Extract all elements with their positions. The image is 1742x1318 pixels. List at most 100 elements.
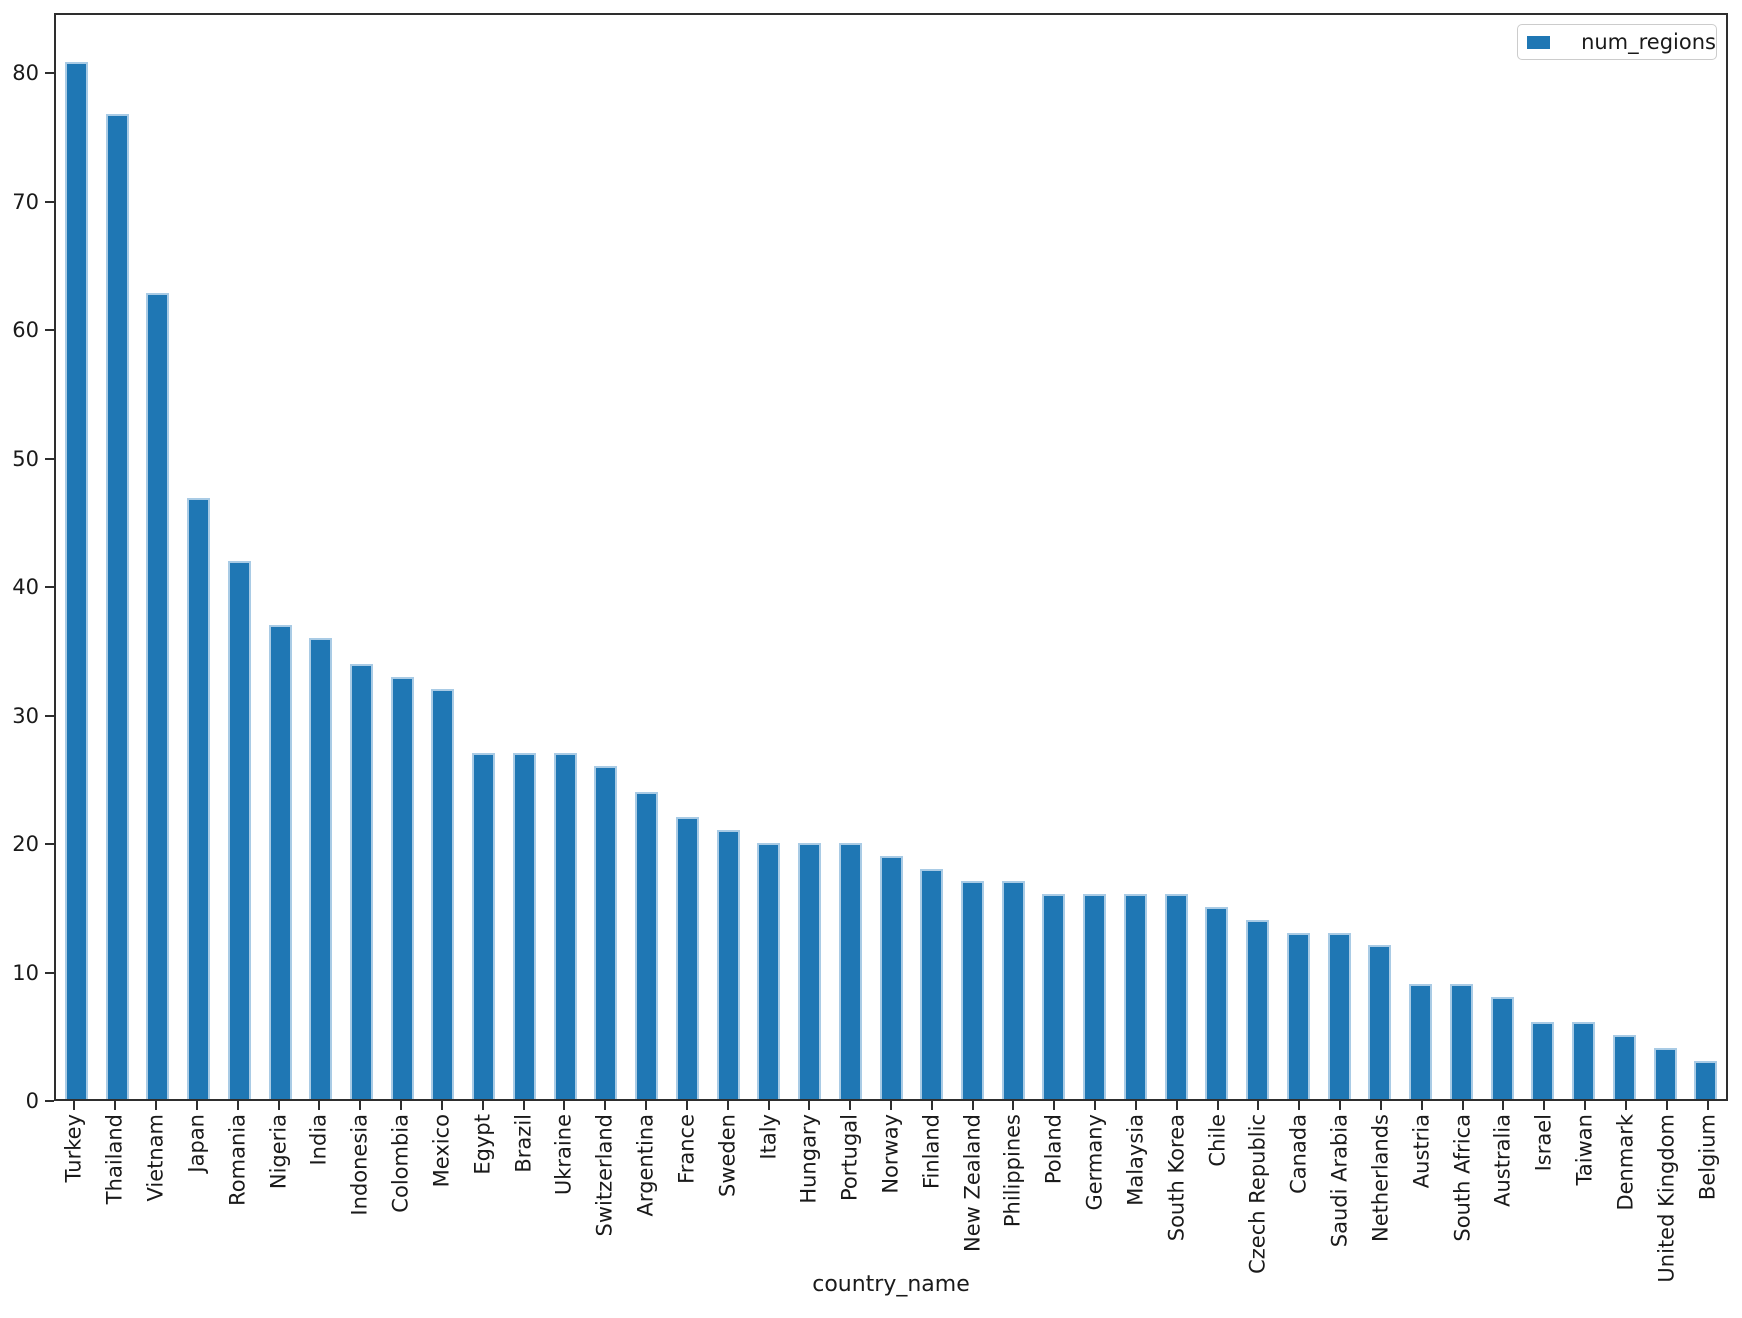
legend: num_regions	[1517, 24, 1717, 60]
x-tick-label: Norway	[878, 1114, 903, 1194]
bar-slot	[1482, 15, 1523, 1099]
x-tick-mark	[195, 1101, 198, 1110]
y-tick-label: 30	[12, 703, 39, 728]
x-tick-label: Switzerland	[592, 1114, 617, 1237]
x-tick-label: Australia	[1490, 1114, 1515, 1207]
bar-slot	[260, 15, 301, 1099]
x-tick-mark	[1665, 1101, 1668, 1110]
x-tick-mark	[277, 1101, 280, 1110]
x-tick-label: Taiwan	[1572, 1114, 1597, 1186]
x-tick-mark	[685, 1101, 688, 1110]
bar-slot	[1604, 15, 1645, 1099]
y-tick-mark	[45, 72, 54, 75]
bar-slot	[219, 15, 260, 1099]
x-tick-mark	[726, 1101, 729, 1110]
bar	[961, 881, 985, 1099]
x-tick-label: Belgium	[1695, 1114, 1720, 1201]
bar	[798, 843, 822, 1099]
x-tick-label: Romania	[225, 1114, 250, 1206]
bar-slot	[586, 15, 627, 1099]
x-tick-mark	[522, 1101, 525, 1110]
plot-area	[54, 13, 1728, 1101]
bar	[1286, 932, 1310, 1099]
x-tick-mark	[1584, 1101, 1587, 1110]
bar	[1123, 894, 1147, 1099]
x-tick-label: Denmark	[1613, 1114, 1638, 1211]
x-tick-label: Brazil	[511, 1114, 536, 1173]
bar-slot	[1563, 15, 1604, 1099]
bar	[553, 753, 577, 1099]
x-tick-label: Czech Republic	[1245, 1114, 1270, 1274]
x-tick-mark	[1502, 1101, 1505, 1110]
x-tick-mark	[890, 1101, 892, 1110]
x-tick-mark	[1461, 1101, 1464, 1110]
bar	[146, 292, 170, 1099]
bar-slot	[626, 15, 667, 1099]
bar	[227, 561, 251, 1099]
x-tick-mark	[440, 1101, 443, 1110]
x-tick-mark	[114, 1101, 117, 1110]
bar-slot	[1522, 15, 1563, 1099]
bar	[757, 843, 781, 1099]
x-tick-mark	[1420, 1101, 1423, 1110]
y-tick-label: 60	[12, 318, 39, 343]
x-tick-mark	[930, 1101, 933, 1110]
x-tick-label: France	[674, 1114, 699, 1184]
x-tick-mark	[1339, 1101, 1342, 1110]
x-tick-mark	[236, 1101, 239, 1110]
bar	[1694, 1060, 1718, 1099]
x-tick-label: Malaysia	[1123, 1114, 1148, 1206]
x-axis-title: country_name	[812, 1272, 970, 1297]
x-tick-label: Poland	[1041, 1114, 1066, 1185]
x-tick-label: Egypt	[470, 1114, 495, 1175]
bar	[1083, 894, 1107, 1099]
y-tick-mark	[45, 200, 54, 203]
x-tick-mark	[1543, 1101, 1546, 1110]
y-tick-mark	[45, 971, 54, 974]
bar-slot	[1237, 15, 1278, 1099]
bar	[187, 497, 211, 1099]
x-tick-label: Canada	[1286, 1114, 1311, 1194]
x-tick-label: South Korea	[1164, 1114, 1189, 1242]
bar	[268, 625, 292, 1099]
bar-slot	[463, 15, 504, 1099]
x-tick-label: Austria	[1409, 1114, 1434, 1189]
x-tick-label: Mexico	[429, 1114, 454, 1188]
x-tick-label: Thailand	[102, 1114, 127, 1205]
y-tick-mark	[45, 714, 54, 717]
x-tick-mark	[808, 1101, 811, 1110]
x-tick-label: Philippines	[1000, 1114, 1025, 1228]
bar	[309, 638, 333, 1099]
x-tick-mark	[400, 1101, 403, 1110]
x-tick-mark	[359, 1101, 362, 1110]
x-tick-label: Chile	[1205, 1114, 1230, 1167]
bar-slot	[1197, 15, 1238, 1099]
y-tick-mark	[45, 1100, 54, 1102]
x-tick-label: Italy	[756, 1114, 780, 1160]
bar-slot	[1645, 15, 1686, 1099]
x-tick-mark	[481, 1101, 484, 1110]
bar-slot	[871, 15, 912, 1099]
bar	[1409, 983, 1433, 1099]
y-tick-label: 80	[12, 61, 39, 86]
bar	[1368, 945, 1392, 1099]
x-tick-mark	[1134, 1101, 1137, 1110]
bar-slot	[1156, 15, 1197, 1099]
bar	[1612, 1035, 1636, 1099]
bar-slot	[1034, 15, 1075, 1099]
bar	[472, 753, 496, 1099]
x-tick-mark	[1706, 1101, 1709, 1110]
bar	[879, 855, 903, 1099]
bar	[512, 753, 536, 1099]
x-tick-mark	[1175, 1101, 1178, 1110]
bar	[1205, 907, 1229, 1099]
bar	[64, 62, 88, 1099]
x-tick-label: South Africa	[1450, 1114, 1475, 1242]
x-tick-mark	[971, 1101, 974, 1110]
bar-slot	[504, 15, 545, 1099]
bar-slot	[1319, 15, 1360, 1099]
bar	[1246, 919, 1270, 1099]
x-tick-mark	[563, 1101, 566, 1110]
bar-slot	[1278, 15, 1319, 1099]
x-tick-label: Nigeria	[266, 1114, 291, 1190]
